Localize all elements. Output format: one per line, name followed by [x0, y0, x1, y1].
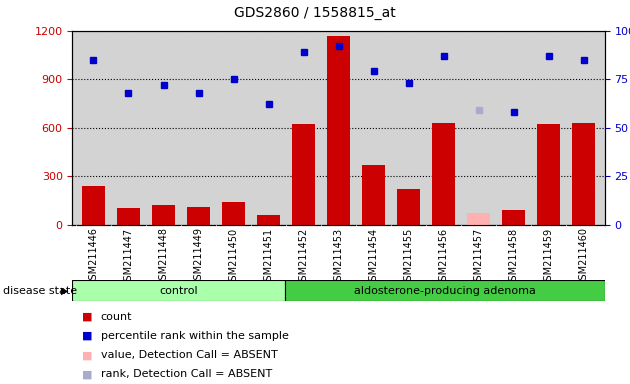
Text: ■: ■ [82, 312, 93, 322]
Text: aldosterone-producing adenoma: aldosterone-producing adenoma [354, 286, 536, 296]
Bar [502, 210, 525, 225]
Bar [573, 123, 595, 225]
Bar [292, 124, 315, 225]
Bar [467, 212, 490, 225]
Text: control: control [159, 286, 198, 296]
Bar [327, 36, 350, 225]
Text: ■: ■ [82, 369, 93, 379]
Bar [117, 209, 140, 225]
Text: count: count [101, 312, 132, 322]
Text: disease state: disease state [3, 286, 77, 296]
Text: GDS2860 / 1558815_at: GDS2860 / 1558815_at [234, 6, 396, 20]
Bar [362, 165, 385, 225]
Bar [222, 202, 245, 225]
Text: percentile rank within the sample: percentile rank within the sample [101, 331, 289, 341]
Text: ▶: ▶ [60, 286, 68, 296]
Bar [285, 280, 605, 301]
Bar [82, 186, 105, 225]
Text: ■: ■ [82, 350, 93, 360]
Bar [72, 280, 285, 301]
Bar [152, 205, 175, 225]
Text: value, Detection Call = ABSENT: value, Detection Call = ABSENT [101, 350, 278, 360]
Bar [398, 189, 420, 225]
Text: ■: ■ [82, 331, 93, 341]
Bar [432, 123, 455, 225]
Bar [537, 124, 560, 225]
Bar [187, 207, 210, 225]
Text: rank, Detection Call = ABSENT: rank, Detection Call = ABSENT [101, 369, 272, 379]
Bar [257, 215, 280, 225]
